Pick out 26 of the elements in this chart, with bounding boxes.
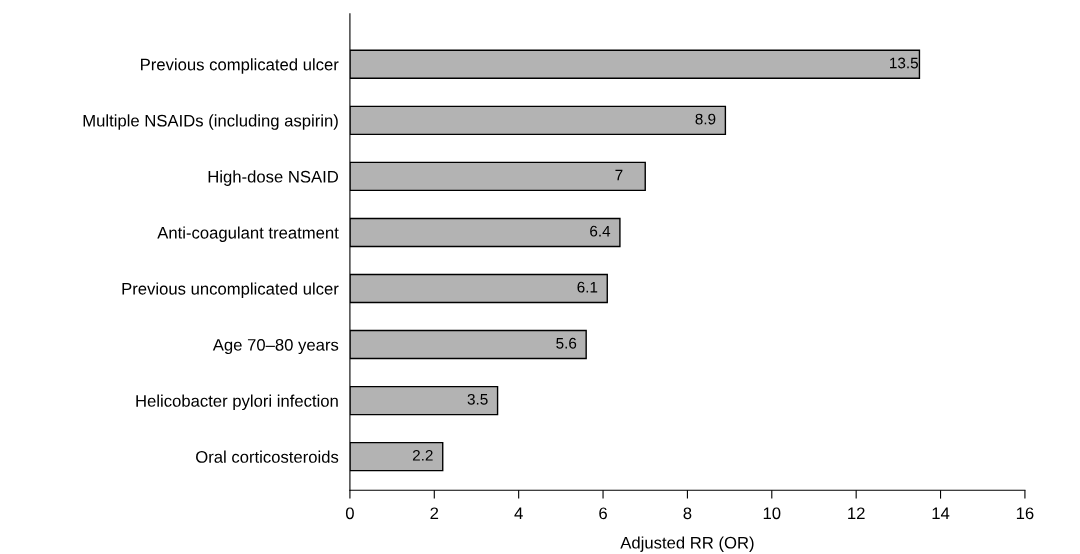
- x-tick-label: 0: [345, 507, 354, 520]
- x-tick-label: 10: [763, 507, 781, 520]
- y-tick-label: Previous complicated ulcer: [141, 58, 339, 74]
- x-tick-label: 12: [848, 507, 865, 520]
- data-label: 2.2: [412, 449, 433, 461]
- y-tick-label: Age 70–80 years: [212, 338, 339, 355]
- y-tick-label: Anti-coagulant treatment: [157, 226, 339, 242]
- data-label: 6.1: [577, 281, 598, 293]
- y-tick-label: Multiple NSAIDs (including aspirin): [83, 114, 338, 130]
- x-tick-label: 4: [514, 507, 523, 520]
- data-label: 8.9: [695, 113, 716, 125]
- x-tick-label: 16: [1016, 507, 1034, 520]
- y-tick-label: Oral corticosteroids: [196, 450, 339, 463]
- x-axis-title: Adjusted RR (OR): [620, 536, 754, 552]
- x-tick-label: 2: [430, 507, 439, 520]
- x-tick-label: 6: [599, 507, 607, 520]
- y-tick-label: Previous uncomplicated ulcer: [122, 282, 339, 298]
- x-tick-label: 14: [932, 507, 950, 520]
- x-tick-label: 8: [683, 507, 692, 520]
- data-label: 5.6: [556, 337, 577, 349]
- y-tick-label: High-dose NSAID: [208, 170, 339, 186]
- data-label: 7: [615, 169, 623, 181]
- data-label: 13.5: [890, 57, 918, 69]
- data-label: 6.4: [590, 225, 611, 237]
- y-tick-label: Helicobacter pylori infection: [136, 394, 338, 411]
- data-label: 3.5: [467, 393, 488, 405]
